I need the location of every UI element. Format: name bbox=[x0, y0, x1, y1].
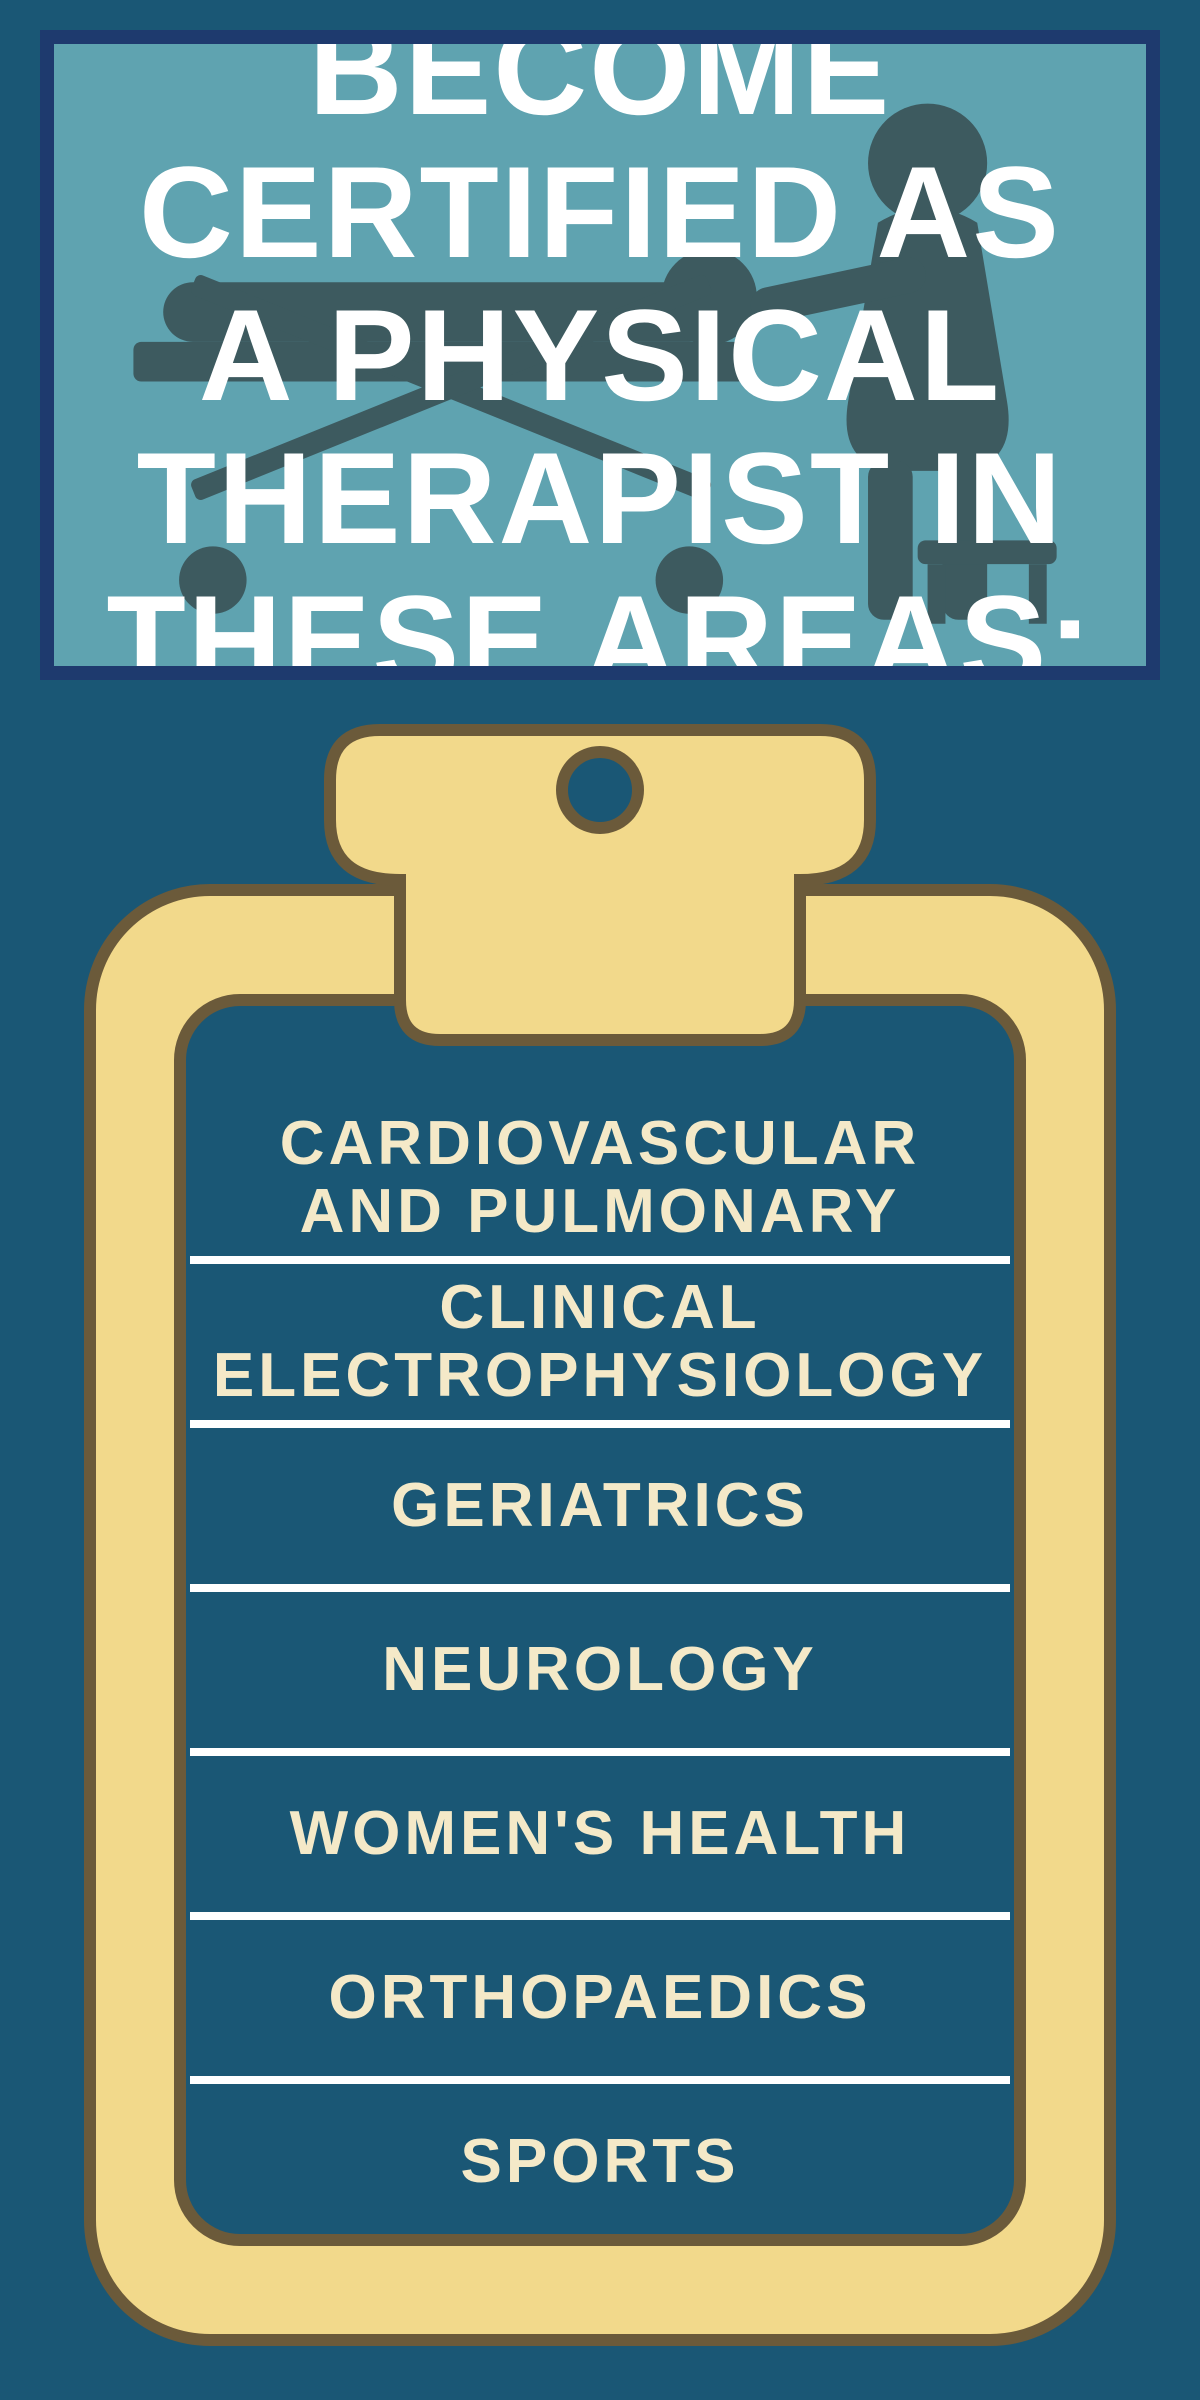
list-item-label: SPORTS bbox=[461, 2128, 740, 2196]
list-item-label: ORTHOPAEDICS bbox=[329, 1964, 872, 2032]
header-panel: BECOME CERTIFIED AS A PHYSICAL THERAPIST… bbox=[40, 30, 1160, 680]
list-item: SPORTS bbox=[190, 2084, 1010, 2240]
list-item: CLINICAL ELECTROPHYSIOLOGY bbox=[190, 1264, 1010, 1428]
list-item-label: NEUROLOGY bbox=[382, 1636, 818, 1704]
list-item-label: CLINICAL ELECTROPHYSIOLOGY bbox=[200, 1274, 1000, 1410]
list-item: GERIATRICS bbox=[190, 1428, 1010, 1592]
list-item-label: GERIATRICS bbox=[391, 1472, 809, 1540]
certification-list: CARDIOVASCULAR AND PULMONARY CLINICAL EL… bbox=[190, 1100, 1010, 2240]
list-item: ORTHOPAEDICS bbox=[190, 1920, 1010, 2084]
list-item: NEUROLOGY bbox=[190, 1592, 1010, 1756]
list-item-label: WOMEN'S HEALTH bbox=[290, 1800, 911, 1868]
header-title: BECOME CERTIFIED AS A PHYSICAL THERAPIST… bbox=[94, 30, 1106, 680]
list-item-label: CARDIOVASCULAR AND PULMONARY bbox=[200, 1110, 1000, 1246]
list-item: WOMEN'S HEALTH bbox=[190, 1756, 1010, 1920]
clipboard: CARDIOVASCULAR AND PULMONARY CLINICAL EL… bbox=[70, 710, 1130, 2360]
list-item: CARDIOVASCULAR AND PULMONARY bbox=[190, 1100, 1010, 1264]
